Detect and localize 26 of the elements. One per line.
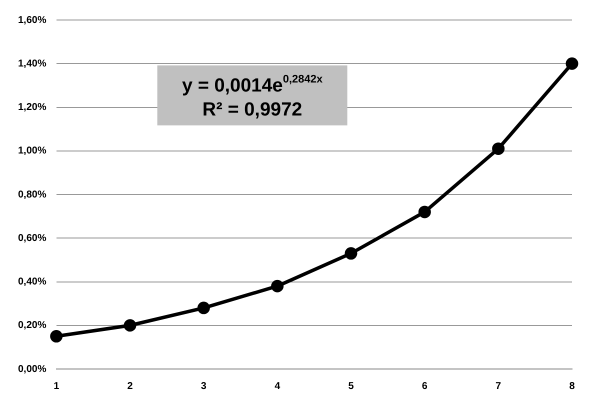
point (197, 302, 210, 314)
point (271, 280, 284, 292)
point (50, 330, 63, 343)
x-tick-label: 8 (569, 380, 576, 392)
x-tick-label: 7 (496, 380, 502, 392)
x-tick-label: 2 (127, 380, 134, 392)
y-tick-label: 0,40% (18, 276, 46, 288)
x-tick-label: 5 (348, 380, 354, 392)
y-tick-label: 0,80% (18, 189, 46, 200)
y-tick-label: 1,20% (18, 102, 46, 113)
y-tick-label: 1,00% (18, 146, 46, 157)
x-tick-label: 3 (200, 380, 207, 392)
y-tick-label: 1,40% (18, 58, 46, 70)
y-tick-label: 0,20% (18, 320, 46, 332)
y-tick-label: 0,00% (18, 364, 46, 375)
point (492, 142, 505, 155)
point (418, 206, 431, 218)
x-tick-label: 1 (54, 380, 60, 392)
x-tick-label: 4 (274, 380, 281, 392)
y-tick-label: 0,60% (18, 232, 46, 244)
point (566, 57, 578, 70)
point (124, 319, 136, 332)
y-tick-label: 1,60% (18, 14, 46, 26)
annotation: R² = 0,9972 (202, 99, 302, 120)
x-tick-label: 6 (422, 380, 428, 392)
point (344, 247, 358, 260)
